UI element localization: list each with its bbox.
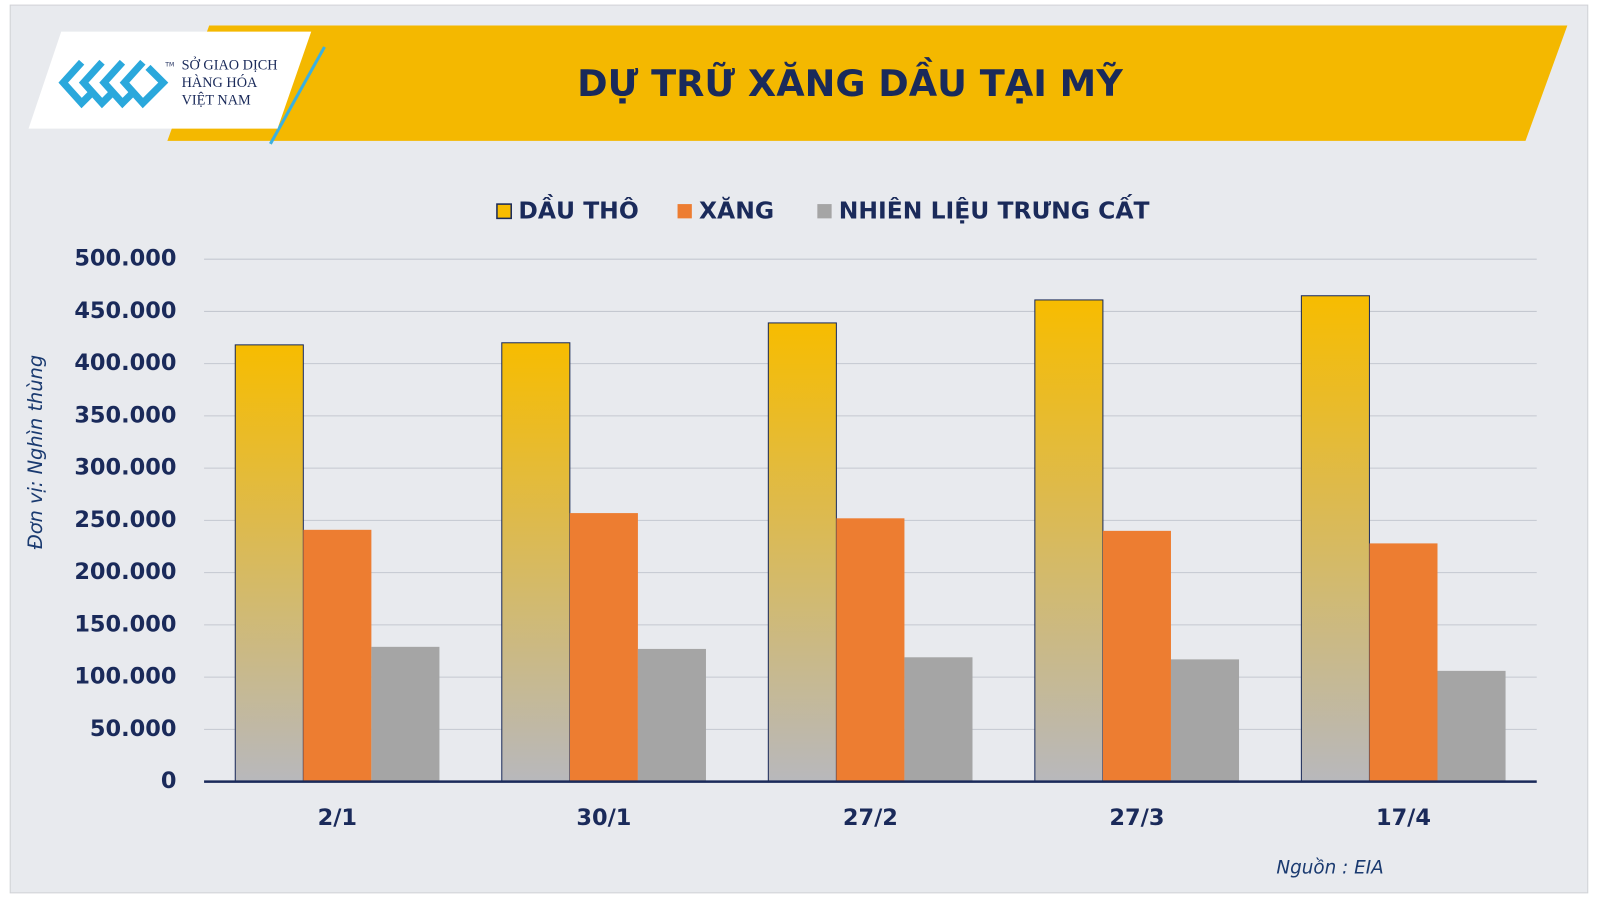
logo-text: HÀNG HÓA bbox=[182, 74, 258, 91]
bar bbox=[637, 648, 706, 782]
logo-text: VIỆT NAM bbox=[182, 91, 251, 108]
title-banner bbox=[167, 25, 1568, 141]
x-tick-label: 17/4 bbox=[1376, 805, 1431, 831]
bar bbox=[234, 344, 304, 783]
bar bbox=[1170, 659, 1240, 782]
y-tick-label: 0 bbox=[161, 768, 177, 794]
y-tick-label: 400.000 bbox=[74, 350, 176, 376]
logo-box bbox=[28, 31, 312, 129]
bar bbox=[371, 646, 440, 782]
legend-swatch bbox=[817, 204, 832, 219]
y-tick-label: 200.000 bbox=[74, 559, 176, 585]
legend-label: DẦU THÔ bbox=[518, 195, 638, 225]
bar bbox=[303, 529, 372, 782]
x-tick-label: 27/2 bbox=[843, 805, 898, 831]
y-tick-label: 150.000 bbox=[74, 611, 176, 637]
y-tick-label: 500.000 bbox=[74, 246, 176, 272]
legend-swatch bbox=[677, 204, 692, 219]
bar bbox=[1034, 299, 1104, 783]
x-tick-label: 30/1 bbox=[576, 805, 631, 831]
y-tick-label: 300.000 bbox=[74, 455, 176, 481]
y-axis-label: Đơn vị: Nghìn thùng bbox=[24, 355, 47, 549]
legend-label: NHIÊN LIỆU TRƯNG CẤT bbox=[839, 194, 1150, 225]
chart-title: DỰ TRỮ XĂNG DẦU TẠI MỸ bbox=[577, 56, 1123, 105]
logo-icon bbox=[58, 59, 169, 109]
bar bbox=[1369, 543, 1438, 782]
legend-swatch bbox=[496, 203, 512, 220]
bar bbox=[767, 322, 837, 783]
bar bbox=[1102, 530, 1171, 782]
bar bbox=[836, 518, 905, 782]
bar bbox=[569, 513, 638, 782]
x-tick-label: 27/3 bbox=[1109, 805, 1164, 831]
legend-label: XĂNG bbox=[699, 197, 774, 225]
x-tick-label: 2/1 bbox=[318, 805, 357, 831]
bar bbox=[501, 342, 571, 783]
logo-text: SỞ GIAO DỊCH bbox=[182, 57, 278, 74]
bar bbox=[1437, 670, 1506, 782]
y-tick-label: 250.000 bbox=[74, 507, 176, 533]
y-tick-label: 50.000 bbox=[90, 716, 177, 742]
bar bbox=[904, 657, 973, 782]
decor-line bbox=[269, 46, 326, 145]
y-tick-label: 450.000 bbox=[74, 298, 176, 324]
logo-mark: TM bbox=[164, 61, 174, 68]
y-tick-label: 100.000 bbox=[74, 664, 176, 690]
bar bbox=[1300, 295, 1370, 783]
source: Nguồn : EIA bbox=[1276, 857, 1383, 878]
y-tick-label: 350.000 bbox=[74, 402, 176, 428]
